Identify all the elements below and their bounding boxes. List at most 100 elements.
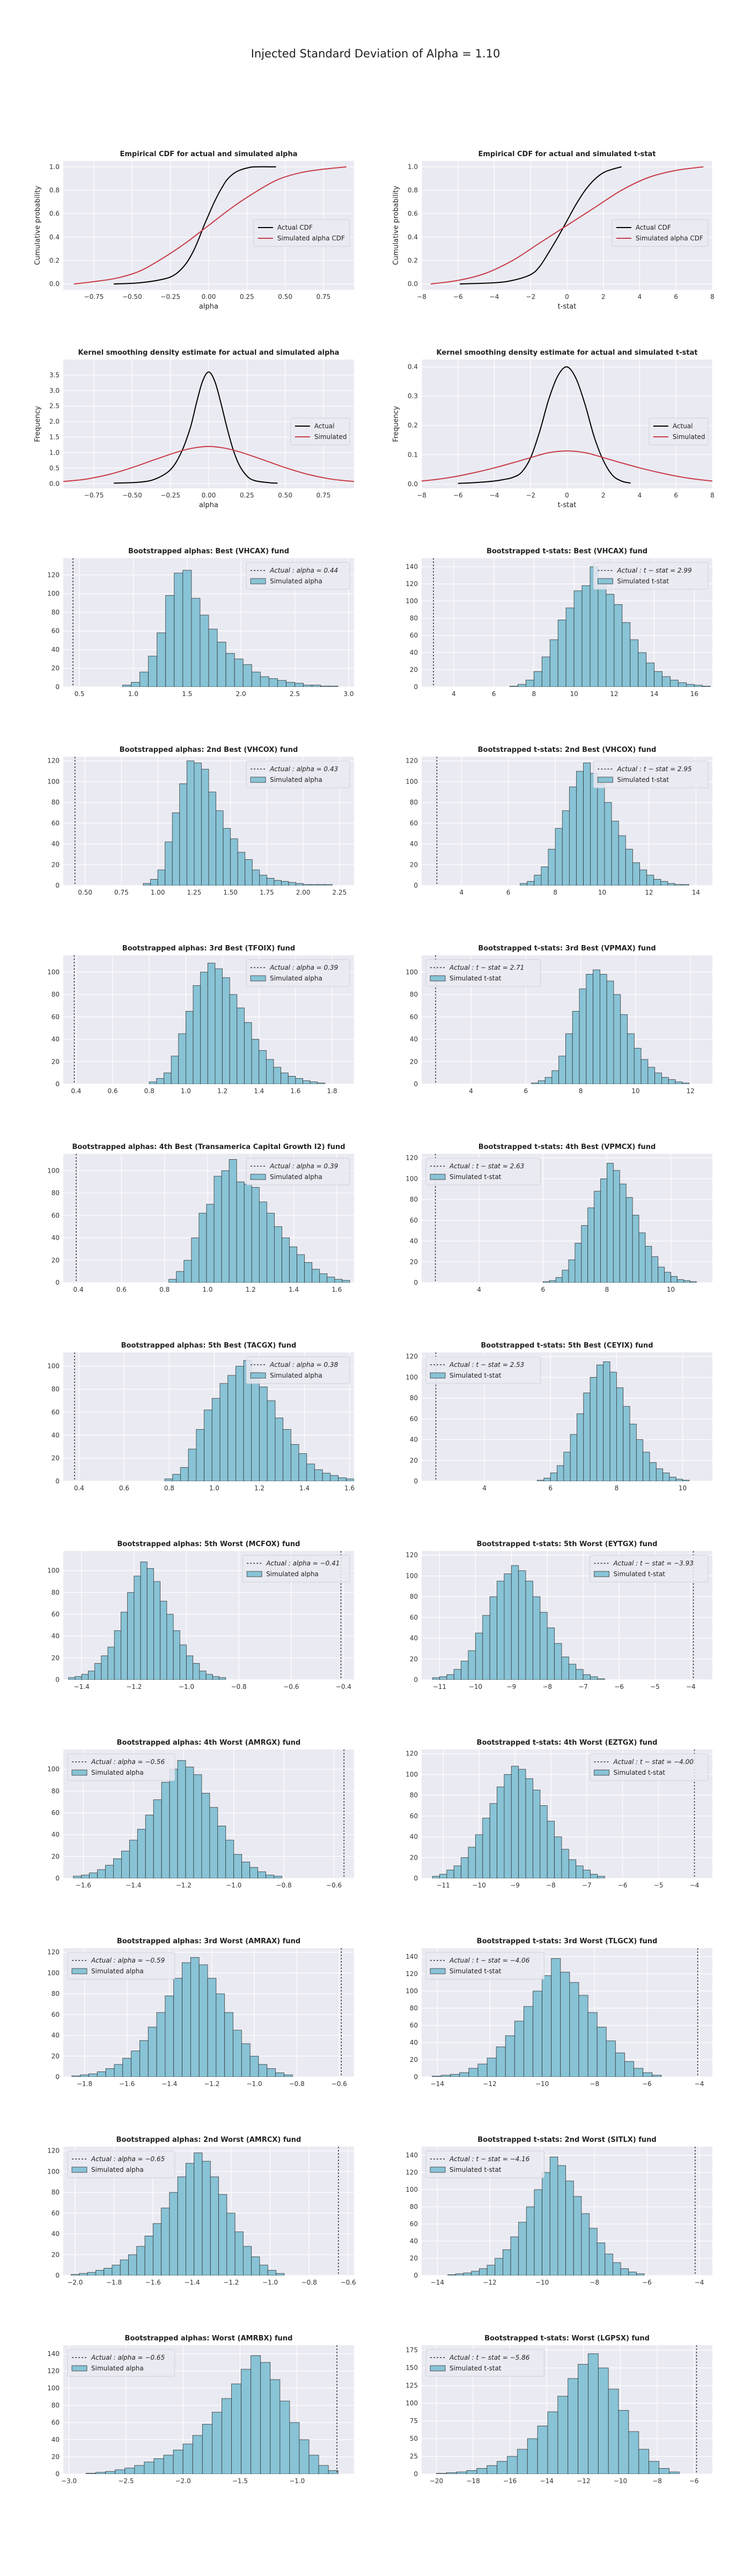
y-tick-label: 80 [51, 799, 60, 806]
x-tick-label: −0.8 [276, 1882, 292, 1889]
chart-title: Bootstrapped alphas: 5th Worst (MCFOX) f… [117, 1540, 300, 1548]
histogram-bar [112, 2265, 121, 2275]
legend-label: Simulated t-stat [450, 2166, 502, 2174]
legend: Actual : alpha = 0.39 Simulated alpha [246, 959, 350, 987]
histogram-bar [682, 1082, 689, 1084]
y-tick-label: 100 [406, 1373, 418, 1381]
histogram-bar [276, 2273, 285, 2275]
y-tick-label: 60 [410, 632, 418, 639]
y-tick-label: 150 [406, 2364, 418, 2372]
histogram-bar [322, 1473, 331, 1481]
histogram-bar [646, 875, 654, 885]
histogram-bar [185, 1767, 194, 1878]
chart-title: Bootstrapped t-stats: 3rd Worst (TLGCX) … [477, 1937, 658, 1945]
x-tick-label: 0.4 [71, 1087, 81, 1095]
y-tick-label: 20 [51, 1256, 60, 1264]
histogram-bar [597, 2242, 606, 2275]
histogram-bar [628, 2431, 639, 2474]
x-tick-label: 10 [631, 1087, 639, 1095]
histogram-bar [597, 1876, 605, 1878]
histogram-bar [446, 1674, 454, 1680]
x-tick-label: −1.8 [77, 2080, 92, 2088]
x-tick-label: −6 [453, 293, 463, 301]
x-tick-label: −10 [469, 1683, 482, 1690]
histogram-bar [211, 2412, 222, 2474]
x-tick-label: −1.2 [126, 1683, 142, 1690]
histogram-bar [157, 632, 166, 687]
histogram-bar [600, 1179, 607, 1283]
histogram-bar [531, 1082, 539, 1084]
legend-patch-swatch [71, 1968, 87, 1974]
histogram-bar [659, 2468, 669, 2474]
histogram-bar [453, 1865, 462, 1878]
chart-11: 0.4 0.6 0.8 1.0 1.2 1.4 1.6 0 20 40 60 80 100 Bootstr… [47, 1143, 354, 1293]
x-tick-label: −11 [436, 1882, 450, 1889]
histogram-bar [180, 1467, 189, 1481]
histogram-bar [182, 2443, 193, 2474]
x-tick-label: 0.50 [278, 293, 292, 301]
histogram-bar [479, 2268, 488, 2275]
legend-label: Actual [314, 422, 335, 430]
x-tick-label: −14 [431, 2080, 444, 2088]
histogram-bar [267, 1400, 276, 1481]
y-tick-label: 80 [410, 1394, 418, 1402]
y-tick-label: 40 [410, 1036, 418, 1043]
histogram-bar [551, 1958, 561, 2077]
x-tick-label: 2.25 [333, 889, 347, 896]
y-tick-label: 0 [414, 882, 418, 889]
legend-box [67, 2150, 175, 2178]
y-tick-label: 0.8 [408, 187, 418, 194]
chart-title: Bootstrapped t-stats: 3rd Best (VPMAX) f… [478, 945, 656, 953]
histogram-bar [627, 1033, 635, 1084]
histogram-bar [97, 2071, 106, 2077]
legend: Actual : t − stat = −4.06 Simulated t-sta… [425, 1952, 544, 1980]
histogram-bar [565, 2180, 574, 2275]
histogram-bar [632, 862, 640, 885]
x-tick-label: −4 [695, 2279, 704, 2286]
x-tick-label: −0.6 [332, 2080, 347, 2088]
histogram-bar [73, 1876, 82, 1878]
histogram-bar [660, 881, 668, 885]
histogram-bar [207, 1978, 217, 2077]
x-tick-label: −4 [690, 1882, 700, 1889]
legend-label: Simulated alpha [91, 2365, 144, 2372]
legend-box [425, 1952, 544, 1980]
histogram-bar [533, 1990, 543, 2077]
histogram-bar [217, 1825, 226, 1878]
histogram-bar [120, 2259, 129, 2275]
y-tick-label: 120 [406, 2169, 418, 2176]
histogram-bar [288, 1075, 296, 1084]
x-tick-label: 0.8 [144, 1087, 154, 1095]
y-tick-label: 0 [414, 1080, 418, 1088]
x-tick-label: −14 [540, 2477, 554, 2485]
histogram-bar [625, 1197, 633, 1283]
histogram-bar [569, 1982, 579, 2077]
histogram-bar [194, 2153, 203, 2275]
histogram-bar [329, 685, 338, 687]
histogram-bar [227, 1375, 236, 1481]
y-tick-label: 80 [51, 609, 60, 616]
histogram-bar [191, 598, 201, 687]
chart-4: −8 −6 −4 −2 0 2 4 6 8 0.0 0.1 0.2 0.3 0.4 Kernel smoot… [392, 349, 715, 509]
chart-title: Bootstrapped alphas: 4th Best (Transamer… [72, 1143, 345, 1151]
chart-title: Bootstrapped alphas: 3rd Worst (AMRAX) f… [117, 1937, 300, 1945]
chart-5: 0.5 1.0 1.5 2.0 2.5 3.0 0 20 40 60 80 100 120 Bootstr… [47, 547, 354, 698]
y-tick-label: 60 [51, 819, 60, 827]
y-tick-label: 120 [406, 1970, 418, 1978]
histogram-bar [95, 2270, 105, 2275]
histogram-bar [678, 682, 687, 687]
histogram-bar [671, 1276, 678, 1283]
histogram-bar [620, 2268, 629, 2275]
legend-label: Simulated t-stat [450, 975, 502, 982]
x-tick-label: 1.0 [202, 1286, 212, 1293]
histogram-bar [308, 2455, 319, 2474]
histogram-bar [577, 1413, 584, 1481]
y-tick-label: 50 [410, 2435, 418, 2442]
histogram-bar [161, 1782, 170, 1878]
y-tick-label: 40 [410, 649, 418, 656]
histogram-bar [241, 1862, 251, 1878]
histogram-bar [218, 2194, 227, 2275]
histogram-bar [517, 2449, 528, 2474]
histogram-bar [259, 2265, 268, 2275]
